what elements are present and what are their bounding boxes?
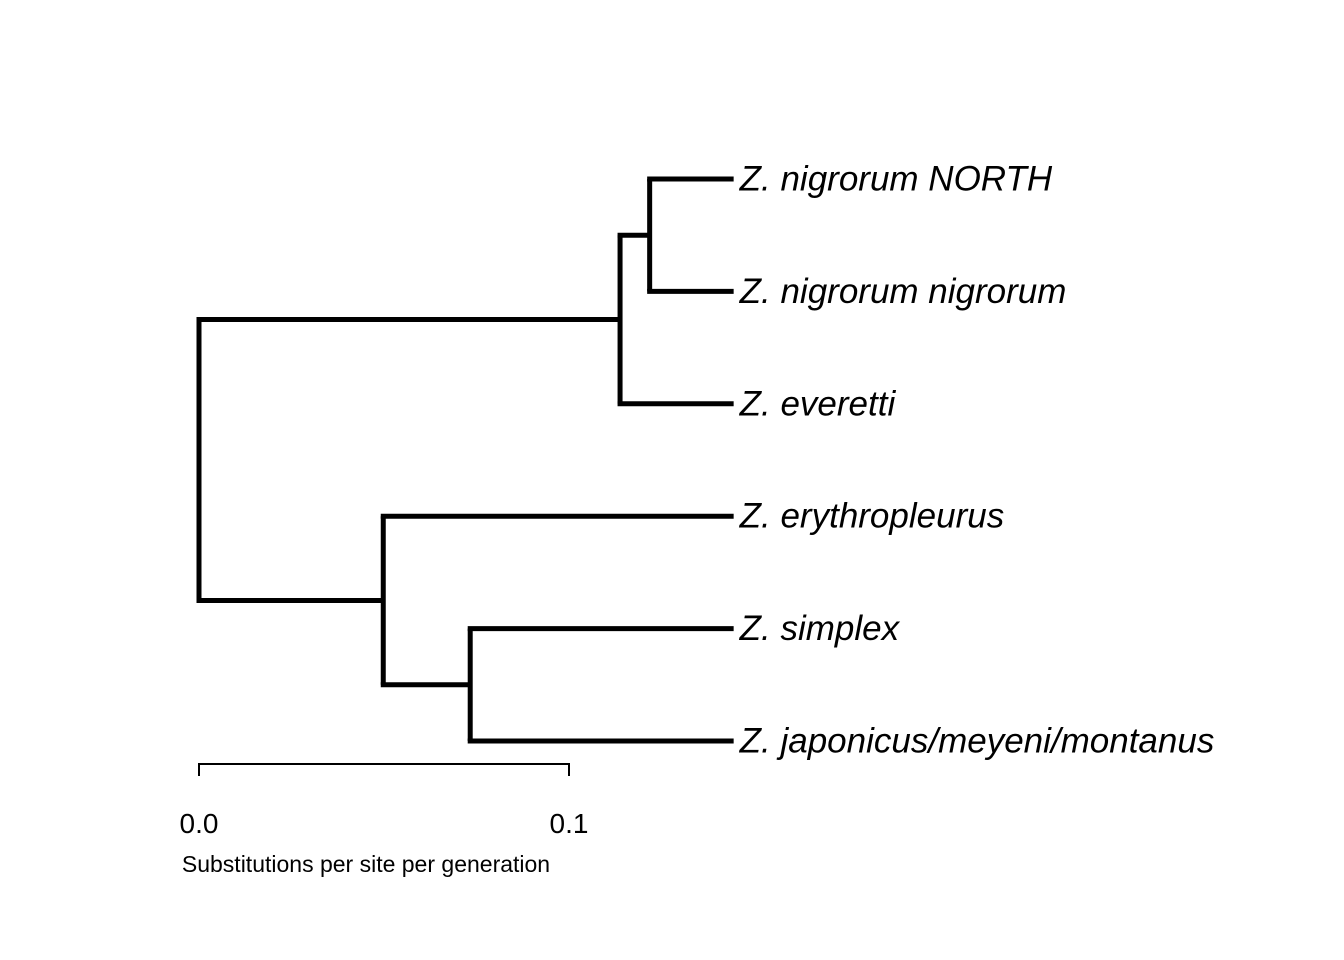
tip-label: Z. simplex xyxy=(739,609,901,648)
tip-label: Z. japonicus/meyeni/montanus xyxy=(739,722,1215,761)
scale-tick-label-end: 0.1 xyxy=(550,808,589,839)
tip-label: Z. erythropleurus xyxy=(739,497,1005,536)
tip-label: Z. nigrorum NORTH xyxy=(739,160,1053,199)
tip-labels: Z. nigrorum NORTH Z. nigrorum nigrorum Z. … xyxy=(739,160,1215,761)
tree-branches xyxy=(196,176,734,744)
scale-bar: 0.0 0.1 Substitutions per site per gener… xyxy=(180,763,589,877)
scale-bar-title: Substitutions per site per generation xyxy=(182,851,550,877)
tip-label: Z. everetti xyxy=(739,384,897,423)
scale-tick-label-start: 0.0 xyxy=(180,808,219,839)
tip-label: Z. nigrorum nigrorum xyxy=(739,272,1067,311)
scale-bar-line xyxy=(198,763,570,776)
